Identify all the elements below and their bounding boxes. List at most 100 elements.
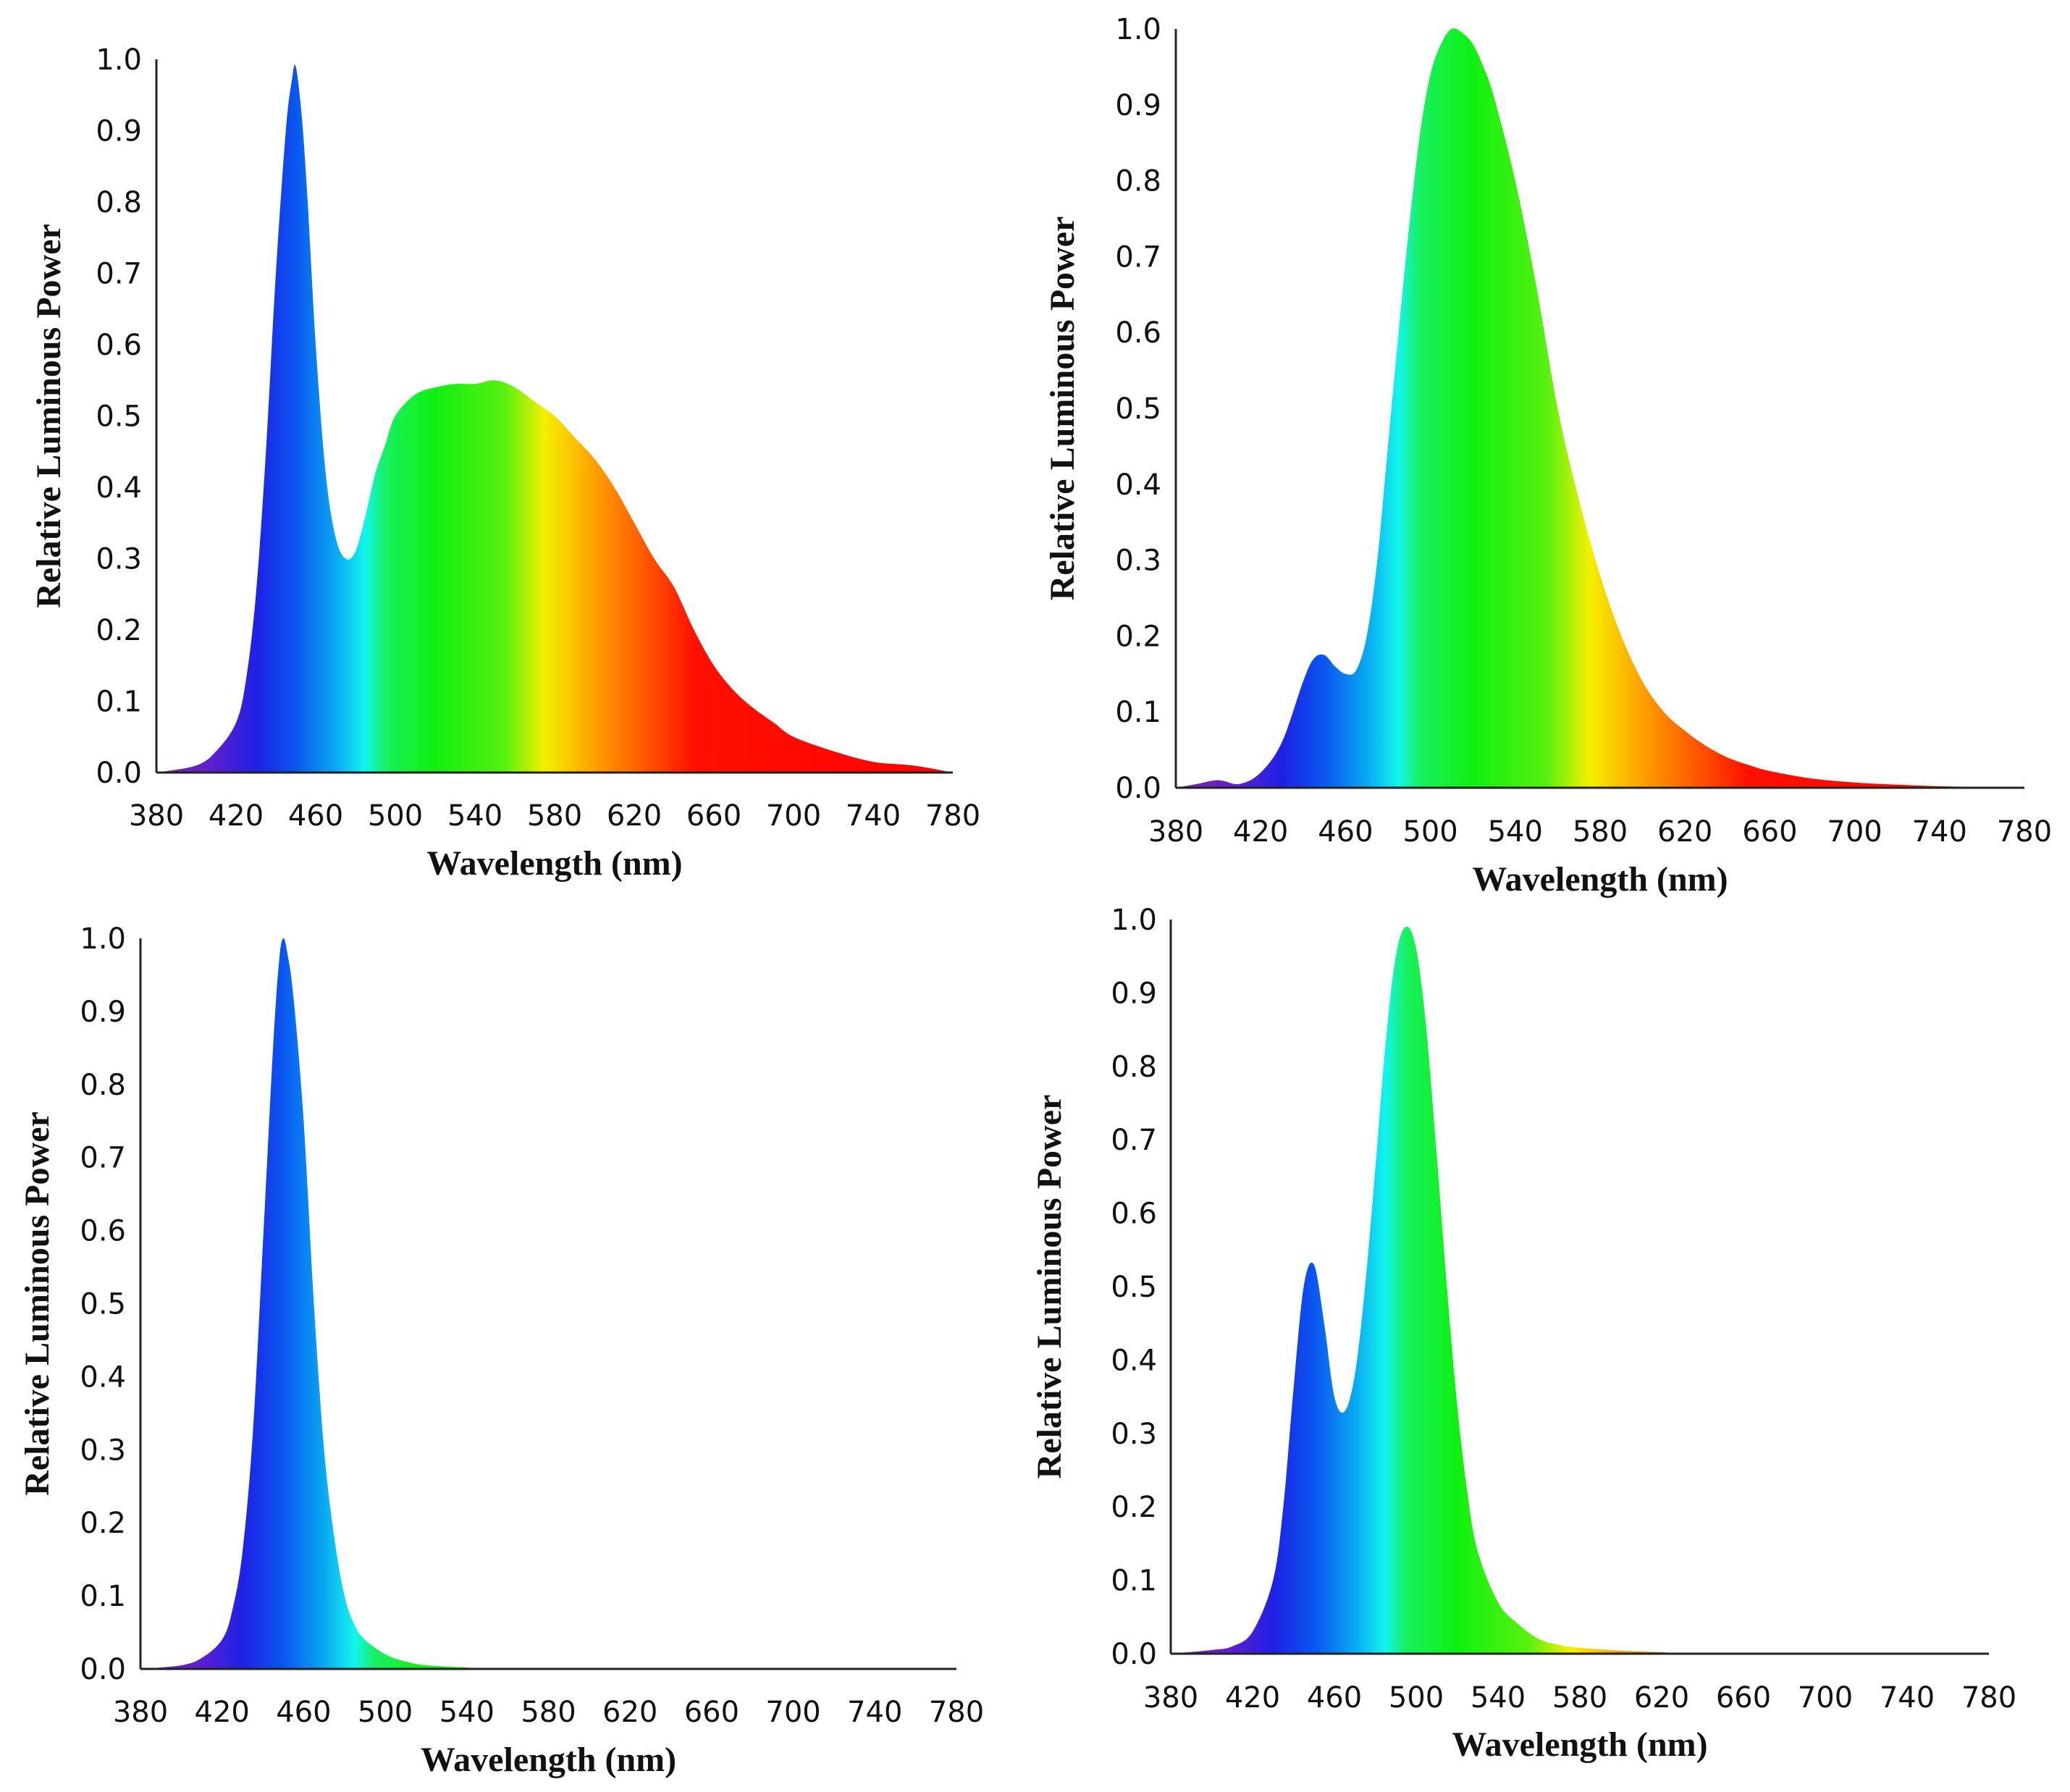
x-tick-label: 380 [129, 799, 184, 833]
x-tick-label: 420 [1225, 1681, 1280, 1715]
y-tick-label: 1.0 [1115, 13, 1161, 46]
spectrum-chart-bottom-right: 0.0 0.1 0.2 0.3 0.4 0.5 0.6 0.7 0.8 0.9 1.0 380 420 4… [1030, 904, 2016, 1764]
spectrum-chart-top-right: 0.0 0.1 0.2 0.3 0.4 0.5 0.6 0.7 0.8 0.9 1.0 380 420 4… [1043, 13, 2052, 899]
x-tick-label: 540 [1488, 815, 1543, 849]
y-tick-label: 0.5 [1111, 1271, 1157, 1304]
x-tick-label: 660 [1742, 815, 1797, 849]
y-tick-label: 0.9 [1111, 977, 1157, 1010]
x-tick-label: 460 [1307, 1681, 1362, 1715]
spectrum-chart-top-left: 0.0 0.1 0.2 0.3 0.4 0.5 0.6 0.7 0.8 0.9 1.0 380 420 4… [30, 43, 980, 883]
y-tick-label: 0.7 [96, 258, 142, 291]
y-tick-label: 0.1 [1115, 696, 1161, 729]
x-tick-label: 700 [1827, 815, 1882, 849]
x-tick-label: 500 [1389, 1681, 1444, 1715]
y-tick-label: 0.1 [80, 1580, 126, 1613]
y-tick-label: 0.6 [80, 1215, 126, 1248]
x-tick-label: 780 [925, 799, 980, 833]
y-tick-label: 0.2 [80, 1507, 126, 1540]
spectrum-chart-bottom-left: 0.0 0.1 0.2 0.3 0.4 0.5 0.6 0.7 0.8 0.9 1.0 380 420 4… [18, 922, 984, 1779]
x-axis-title: Wavelength (nm) [1472, 860, 1728, 899]
y-tick-label: 0.1 [96, 686, 142, 719]
x-tick-label: 540 [1471, 1681, 1526, 1715]
x-axis-title: Wavelength (nm) [426, 844, 682, 883]
y-tick-label: 0.7 [1115, 240, 1161, 274]
x-tick-label: 660 [686, 799, 741, 833]
y-tick-label: 0.4 [96, 471, 142, 505]
x-tick-label: 460 [288, 799, 343, 833]
y-tick-label: 0.4 [80, 1360, 126, 1394]
y-tick-label: 0.5 [96, 400, 142, 434]
y-tick-label: 0.4 [1111, 1344, 1157, 1377]
x-tick-label: 660 [684, 1696, 739, 1729]
spectrum-area [1171, 926, 1989, 1654]
y-axis-title: Relative Luminous Power [30, 224, 68, 608]
x-tick-label: 460 [1318, 815, 1373, 849]
x-tick-label: 620 [607, 799, 662, 833]
y-tick-label: 0.3 [80, 1434, 126, 1467]
x-tick-label: 540 [447, 799, 502, 833]
x-tick-label: 620 [1634, 1681, 1689, 1715]
x-tick-label: 380 [1148, 815, 1203, 849]
x-tick-label: 700 [765, 1696, 820, 1729]
x-tick-label: 700 [766, 799, 821, 833]
y-tick-label: 0.6 [96, 329, 142, 362]
y-tick-label: 0.2 [1115, 620, 1161, 653]
x-tick-label: 420 [1233, 815, 1288, 849]
x-tick-label: 380 [113, 1696, 168, 1729]
y-tick-label: 0.8 [80, 1069, 126, 1102]
x-tick-label: 780 [929, 1696, 984, 1729]
y-tick-label: 1.0 [96, 43, 142, 77]
x-tick-label: 740 [1880, 1681, 1935, 1715]
x-tick-label: 740 [846, 799, 901, 833]
spectrum-area [1176, 28, 2024, 788]
y-tick-label: 0.3 [96, 543, 142, 576]
y-tick-label: 0.3 [1111, 1418, 1157, 1451]
x-tick-label: 580 [1573, 815, 1628, 849]
y-tick-label: 0.0 [80, 1653, 126, 1686]
x-tick-label: 780 [1997, 815, 2052, 849]
y-tick-label: 0.5 [80, 1288, 126, 1321]
y-tick-label: 0.9 [80, 996, 126, 1029]
x-tick-label: 580 [521, 1696, 576, 1729]
y-tick-label: 0.0 [96, 757, 142, 790]
y-tick-label: 0.8 [1111, 1051, 1157, 1084]
spectrum-area [140, 938, 956, 1669]
y-tick-label: 0.7 [1111, 1124, 1157, 1157]
x-tick-label: 700 [1798, 1681, 1853, 1715]
y-axis-title: Relative Luminous Power [1030, 1095, 1069, 1479]
y-tick-label: 0.5 [1115, 392, 1161, 426]
x-tick-label: 500 [1402, 815, 1457, 849]
y-tick-label: 0.8 [1115, 165, 1161, 198]
x-tick-label: 500 [368, 799, 423, 833]
y-tick-label: 0.9 [96, 115, 142, 148]
spectrum-area [156, 64, 953, 773]
x-tick-label: 660 [1716, 1681, 1771, 1715]
x-tick-label: 740 [1912, 815, 1967, 849]
y-tick-label: 0.0 [1111, 1638, 1157, 1671]
x-axis-title: Wavelength (nm) [421, 1741, 676, 1779]
x-tick-label: 500 [358, 1696, 413, 1729]
x-tick-label: 740 [847, 1696, 902, 1729]
x-axis-title: Wavelength (nm) [1452, 1725, 1707, 1764]
y-tick-label: 0.2 [1111, 1491, 1157, 1524]
x-tick-label: 420 [209, 799, 264, 833]
y-tick-label: 0.8 [96, 186, 142, 219]
x-tick-label: 580 [1552, 1681, 1607, 1715]
y-tick-label: 0.7 [80, 1142, 126, 1175]
y-tick-label: 0.2 [96, 614, 142, 647]
y-tick-label: 1.0 [80, 922, 126, 956]
y-axis-title: Relative Luminous Power [1043, 216, 1082, 601]
y-tick-label: 0.1 [1111, 1565, 1157, 1598]
x-tick-label: 620 [1657, 815, 1712, 849]
y-tick-label: 0.6 [1111, 1198, 1157, 1231]
y-tick-label: 1.0 [1111, 904, 1157, 937]
x-tick-label: 780 [1961, 1681, 2016, 1715]
y-tick-label: 0.9 [1115, 89, 1161, 122]
y-axis-title: Relative Luminous Power [18, 1111, 56, 1496]
y-tick-label: 0.4 [1115, 468, 1161, 502]
x-tick-label: 420 [195, 1696, 250, 1729]
y-tick-label: 0.0 [1115, 772, 1161, 805]
y-tick-label: 0.3 [1115, 544, 1161, 578]
x-tick-label: 460 [276, 1696, 331, 1729]
